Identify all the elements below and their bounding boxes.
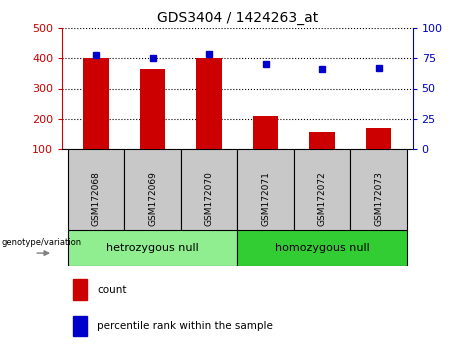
Bar [73,279,87,300]
Bar [73,316,87,336]
Bar [196,58,222,149]
Bar [366,128,391,149]
Text: genotype/variation: genotype/variation [1,238,82,247]
Bar [181,149,237,230]
Text: count: count [97,285,127,295]
Text: GSM172072: GSM172072 [318,171,327,226]
Text: GSM172071: GSM172071 [261,171,270,226]
Title: GDS3404 / 1424263_at: GDS3404 / 1424263_at [157,11,318,24]
Text: percentile rank within the sample: percentile rank within the sample [97,321,273,331]
Bar [140,69,165,149]
Text: GSM172073: GSM172073 [374,171,383,226]
Bar [83,58,109,149]
Bar [68,149,124,230]
Bar [253,116,278,149]
Bar [124,149,181,230]
Bar [237,149,294,230]
Text: homozygous null: homozygous null [275,243,370,253]
Bar [294,149,350,230]
Bar [237,230,407,266]
Text: GSM172070: GSM172070 [205,171,213,226]
Text: GSM172068: GSM172068 [92,171,100,226]
Text: hetrozygous null: hetrozygous null [106,243,199,253]
Bar [68,230,237,266]
Text: GSM172069: GSM172069 [148,171,157,226]
Bar [309,132,335,149]
Bar [350,149,407,230]
